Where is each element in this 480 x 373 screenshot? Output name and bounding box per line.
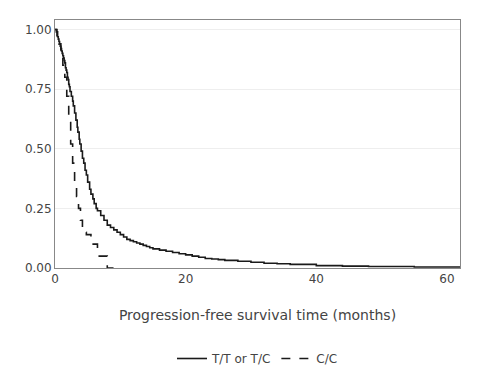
svg-text:Progression-free survival time: Progression-free survival time (months) bbox=[119, 307, 396, 323]
svg-text:1.00: 1.00 bbox=[25, 23, 52, 37]
svg-text:0: 0 bbox=[51, 272, 59, 286]
svg-text:60: 60 bbox=[439, 272, 454, 286]
svg-text:T/T or T/C: T/T or T/C bbox=[211, 352, 270, 366]
svg-text:20: 20 bbox=[178, 272, 193, 286]
svg-text:C/C: C/C bbox=[316, 352, 337, 366]
svg-text:40: 40 bbox=[309, 272, 324, 286]
svg-text:0.75: 0.75 bbox=[25, 82, 52, 96]
svg-text:0.50: 0.50 bbox=[25, 142, 52, 156]
svg-text:0.25: 0.25 bbox=[25, 202, 52, 216]
svg-text:0.00: 0.00 bbox=[25, 261, 52, 275]
